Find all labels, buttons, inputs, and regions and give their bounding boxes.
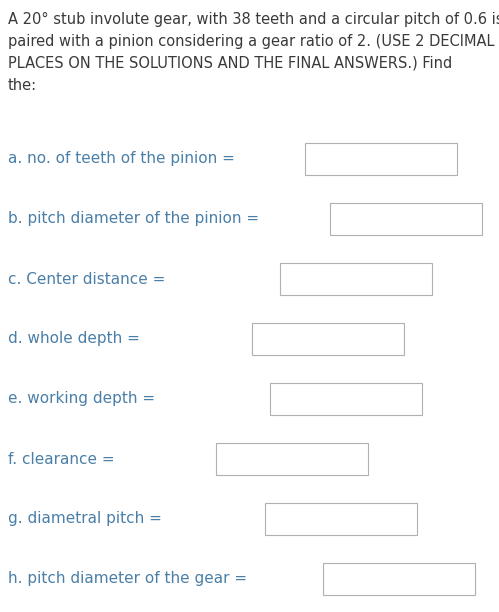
Bar — [270, 383, 422, 415]
Bar — [216, 443, 368, 475]
Text: the:: the: — [8, 78, 37, 93]
Bar — [265, 503, 417, 535]
Text: e. working depth =: e. working depth = — [8, 392, 155, 406]
Text: b. pitch diameter of the pinion =: b. pitch diameter of the pinion = — [8, 212, 259, 226]
Bar — [330, 203, 482, 235]
Bar — [305, 143, 457, 175]
Text: paired with a pinion considering a gear ratio of 2. (USE 2 DECIMAL: paired with a pinion considering a gear … — [8, 34, 495, 49]
Text: d. whole depth =: d. whole depth = — [8, 332, 140, 346]
Text: A 20° stub involute gear, with 38 teeth and a circular pitch of 0.6 is: A 20° stub involute gear, with 38 teeth … — [8, 12, 499, 27]
Bar — [323, 563, 475, 595]
Bar — [280, 263, 432, 295]
Text: c. Center distance =: c. Center distance = — [8, 272, 165, 286]
Text: f. clearance =: f. clearance = — [8, 452, 115, 466]
Bar — [252, 323, 404, 355]
Text: PLACES ON THE SOLUTIONS AND THE FINAL ANSWERS.) Find: PLACES ON THE SOLUTIONS AND THE FINAL AN… — [8, 56, 452, 71]
Text: h. pitch diameter of the gear =: h. pitch diameter of the gear = — [8, 572, 247, 586]
Text: a. no. of teeth of the pinion =: a. no. of teeth of the pinion = — [8, 152, 235, 166]
Text: g. diametral pitch =: g. diametral pitch = — [8, 512, 162, 526]
